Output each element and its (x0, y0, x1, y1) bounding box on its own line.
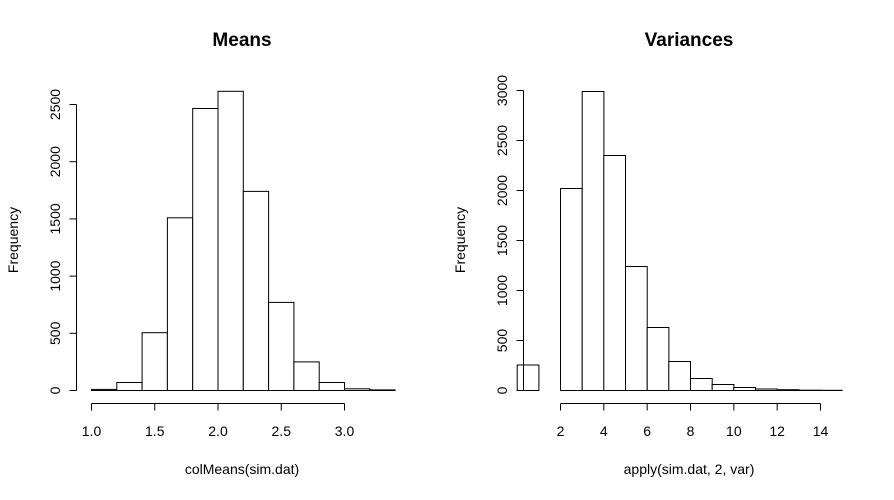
y-tick-label: 500 (47, 321, 63, 345)
histogram-bar (733, 387, 756, 391)
x-tick-label: 2.5 (272, 423, 292, 439)
histogram-bar (192, 108, 219, 391)
y-axis: 0 500 1000 1500 2000 2500 3000 (494, 75, 524, 394)
y-axis: 0 500 1000 1500 2000 2500 (47, 89, 77, 394)
y-axis-label: Frequency (452, 207, 468, 273)
y-tick-label: 3000 (494, 75, 510, 106)
histogram-bar (268, 301, 295, 391)
histogram-bar (116, 382, 143, 391)
y-axis-label: Frequency (5, 207, 21, 273)
histogram-bar (711, 384, 735, 391)
bars (91, 90, 396, 392)
histogram-bar (603, 155, 626, 391)
means-histogram: Means colMeans(sim.dat) Frequency 1.0 1.5… (5, 30, 396, 477)
y-tick-label: 0 (494, 386, 510, 394)
histogram-bar (668, 361, 691, 391)
x-axis-label: apply(sim.dat, 2, var) (624, 461, 755, 477)
y-tick-label: 1000 (47, 260, 63, 291)
chart-title: Means (212, 30, 271, 51)
y-tick-label: 500 (494, 329, 510, 353)
histogram-bar (141, 332, 168, 392)
chart-title: Variances (645, 30, 734, 51)
histogram-bar (344, 388, 371, 391)
x-tick-label: 4 (600, 423, 608, 439)
histogram-bar (646, 327, 670, 391)
variances-histogram: Variances apply(sim.dat, 2, var) Frequen… (452, 30, 843, 477)
x-tick-label: 14 (813, 423, 829, 439)
x-axis-label: colMeans(sim.dat) (185, 461, 299, 477)
histogram-bar (560, 188, 583, 391)
histogram-bar (581, 91, 605, 391)
x-tick-label: 2 (557, 423, 565, 439)
histogram-bar (776, 389, 800, 392)
histogram-bar (217, 90, 244, 392)
histogram-bar (242, 190, 270, 391)
x-tick-label: 6 (643, 423, 651, 439)
histogram-bar (369, 389, 396, 391)
y-tick-label: 2500 (47, 89, 63, 120)
histogram-bar (690, 378, 713, 391)
histogram-bar (166, 217, 194, 391)
histogram-bar (318, 382, 346, 391)
y-tick-label: 1000 (494, 275, 510, 306)
histogram-bar (755, 388, 778, 391)
y-tick-label: 1500 (494, 225, 510, 256)
x-tick-label: 2.0 (208, 423, 228, 439)
x-tick-label: 3.0 (335, 423, 355, 439)
x-tick-label: 8 (687, 423, 695, 439)
x-tick-label: 1.5 (145, 423, 165, 439)
histogram-bar (625, 266, 648, 391)
histogram-bar (516, 364, 540, 391)
x-axis: 1.0 1.5 2.0 2.5 3.0 (82, 403, 355, 439)
x-axis: 2 4 6 8 10 12 14 (557, 403, 829, 439)
y-tick-label: 2000 (494, 175, 510, 206)
x-tick-label: 10 (726, 423, 742, 439)
histogram-bar (293, 361, 320, 391)
y-tick-label: 2000 (47, 146, 63, 177)
bars (516, 91, 843, 392)
y-tick-label: 2500 (494, 125, 510, 156)
histogram-bar (91, 388, 118, 391)
y-tick-label: 0 (47, 386, 63, 394)
x-tick-label: 12 (769, 423, 785, 439)
x-tick-label: 1.0 (82, 423, 102, 439)
y-tick-label: 1500 (47, 203, 63, 234)
